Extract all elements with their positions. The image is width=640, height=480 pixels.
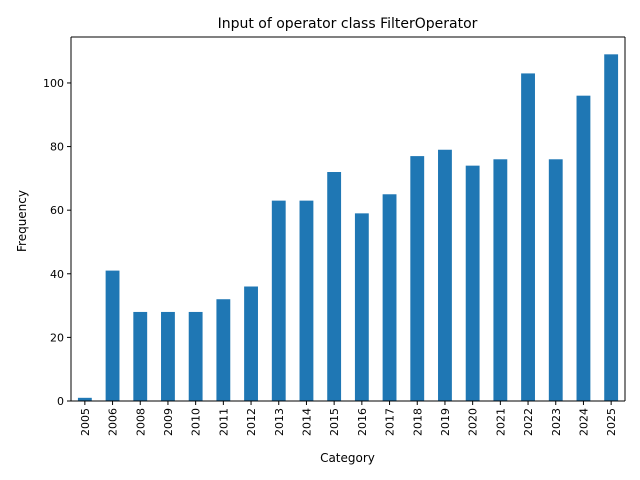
bar-2012 <box>244 286 258 401</box>
bar-2023 <box>548 159 563 401</box>
x-tick-label: 2017 <box>384 408 397 436</box>
y-tick-label: 40 <box>50 268 64 281</box>
x-tick-label: 2012 <box>245 408 258 436</box>
x-tick-label: 2019 <box>439 408 452 436</box>
ticks-layer: 0 20 40 60 80 100 2005 2006 2008 2009 2010 2011 2012… <box>43 77 618 436</box>
x-tick-label: 2009 <box>162 408 175 436</box>
x-tick-label: 2024 <box>577 408 590 436</box>
bar-2010 <box>188 311 203 401</box>
x-tick-label: 2015 <box>328 408 341 436</box>
x-axis-label: Category <box>320 451 375 465</box>
x-tick-label: 2025 <box>605 408 618 436</box>
x-tick-label: 2005 <box>79 408 92 436</box>
x-tick-label: 2020 <box>467 408 480 436</box>
chart-title: Input of operator class FilterOperator <box>218 16 478 32</box>
bar-2020 <box>465 165 480 401</box>
x-tick-label: 2016 <box>356 408 369 436</box>
y-tick-label: 100 <box>43 77 64 90</box>
x-tick-label: 2022 <box>522 408 535 436</box>
bar-2011 <box>216 299 231 401</box>
axes-layer <box>70 36 626 402</box>
bar-2005 <box>77 397 92 401</box>
x-tick-label: 2006 <box>107 408 120 436</box>
bar-2025 <box>604 54 619 401</box>
x-tick-label: 2011 <box>217 408 230 436</box>
bar-2018 <box>410 156 425 401</box>
bar-2006 <box>105 270 120 401</box>
bar-2013 <box>271 200 286 401</box>
y-tick-label: 80 <box>50 141 64 154</box>
bar-2016 <box>354 213 369 401</box>
bar-2019 <box>438 149 452 401</box>
bar-2024 <box>576 95 591 402</box>
bar-2008 <box>133 311 148 401</box>
x-tick-label: 2018 <box>411 408 424 436</box>
bar-2017 <box>382 194 397 401</box>
y-tick-label: 0 <box>57 395 64 408</box>
bar-2009 <box>161 311 175 401</box>
y-axis-label: Frequency <box>15 190 29 252</box>
y-tick-label: 20 <box>50 331 64 344</box>
x-tick-label: 2023 <box>550 408 563 436</box>
bars-layer <box>77 54 619 402</box>
x-tick-label: 2010 <box>190 408 203 436</box>
bar-2015 <box>327 172 342 401</box>
y-tick-label: 60 <box>50 204 64 217</box>
bar-2022 <box>521 73 535 402</box>
bar-2014 <box>299 200 314 401</box>
bar-2021 <box>493 159 508 401</box>
x-tick-label: 2013 <box>273 408 286 436</box>
x-tick-label: 2021 <box>494 408 507 436</box>
x-tick-label: 2008 <box>134 408 147 436</box>
x-tick-label: 2014 <box>300 408 313 436</box>
